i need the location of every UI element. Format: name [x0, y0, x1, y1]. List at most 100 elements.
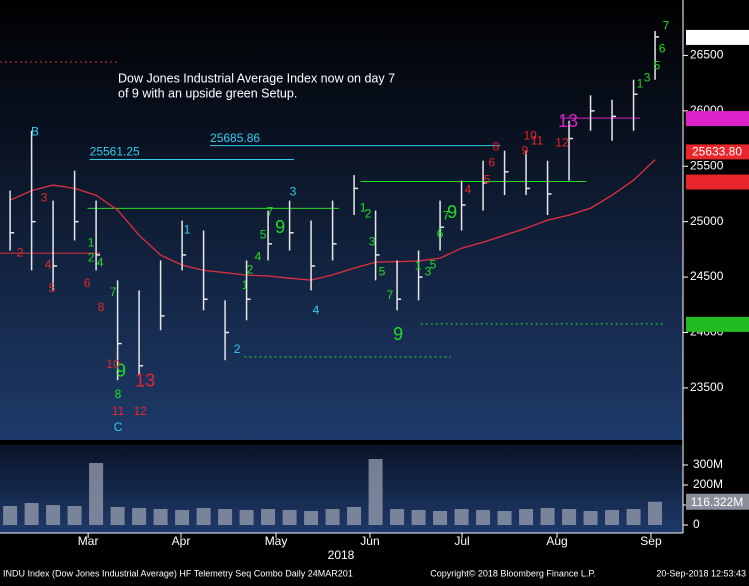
setup-label: 1 — [637, 77, 644, 91]
setup-label: 5 — [379, 264, 386, 278]
setup-label: 8 — [98, 300, 105, 314]
price-tag-label: 25633.80 — [692, 145, 742, 159]
setup-label: 12 — [555, 135, 569, 149]
setup-label: 1 — [184, 222, 191, 236]
x-tick-label: Jul — [454, 534, 469, 548]
volume-bar — [497, 511, 512, 525]
setup-label: 7 — [110, 285, 117, 299]
volume-bar — [239, 510, 254, 525]
setup-label: 4 — [255, 249, 262, 263]
volume-bar — [24, 503, 39, 525]
setup-label: 6 — [659, 42, 666, 56]
level-label: 25561.25 — [90, 145, 140, 159]
volume-bar — [648, 501, 663, 525]
setup-label: 13 — [135, 371, 155, 391]
setup-label: 7 — [387, 288, 394, 302]
volume-tag — [686, 493, 749, 510]
setup-label: 2 — [17, 245, 24, 259]
setup-label: 2 — [234, 342, 241, 356]
x-tick-label: Apr — [172, 534, 191, 548]
setup-label: 12 — [133, 404, 147, 418]
setup-label: 3 — [369, 234, 376, 248]
price-panel — [0, 0, 683, 440]
level-label: 25685.86 — [210, 131, 260, 145]
volume-bar — [605, 510, 620, 525]
volume-tick-label: 0 — [693, 517, 700, 531]
volume-bar — [347, 507, 362, 525]
setup-label: 11 — [531, 133, 544, 147]
setup-label: 4 — [465, 182, 472, 196]
price-tag — [686, 111, 749, 127]
setup-label: 4 — [313, 303, 320, 317]
setup-label: 3 — [425, 264, 432, 278]
volume-bar — [46, 505, 61, 525]
setup-label: 9 — [522, 143, 529, 157]
y-tick-label: 24500 — [690, 269, 724, 283]
volume-bar — [282, 510, 297, 525]
volume-bar — [153, 509, 168, 525]
setup-label: C — [114, 420, 123, 434]
volume-bar — [540, 508, 555, 525]
setup-label: 10 — [106, 357, 120, 371]
volume-bar — [3, 506, 18, 525]
setup-label: 1 — [242, 278, 249, 292]
footer-left: INDU Index (Dow Jones Industrial Average… — [3, 568, 353, 578]
setup-label: 7 — [443, 208, 450, 222]
note-line: Dow Jones Industrial Average Index now o… — [118, 71, 395, 85]
volume-bar — [89, 463, 104, 525]
y-tick-label: 25000 — [690, 214, 724, 228]
volume-bar — [476, 510, 491, 525]
volume-bar — [562, 509, 577, 525]
setup-label: 8 — [493, 139, 500, 153]
y-tick-label: 26500 — [690, 48, 724, 62]
footer-right: 20-Sep-2018 12:53:43 — [656, 568, 746, 578]
volume-tag-label: 116.322M — [691, 495, 743, 509]
setup-label: B — [31, 125, 39, 139]
setup-label: 9 — [447, 202, 457, 222]
setup-label: 4 — [97, 255, 104, 269]
setup-label: 11 — [112, 404, 125, 418]
volume-bar — [175, 510, 190, 525]
y-tick-label: 23500 — [690, 380, 724, 394]
price-tag — [686, 174, 749, 190]
setup-label: 9 — [116, 361, 126, 381]
volume-bar — [583, 511, 598, 525]
price-tag — [686, 144, 749, 160]
setup-label: 5 — [49, 281, 56, 295]
setup-label: 1 — [415, 258, 422, 272]
setup-label: 1 — [360, 200, 367, 214]
setup-label: 9 — [393, 324, 403, 344]
x-tick-label: Sep — [640, 534, 662, 548]
volume-bar — [390, 509, 405, 525]
moving-average — [9, 159, 656, 281]
volume-bar — [454, 509, 469, 525]
x-tick-label: Mar — [78, 534, 99, 548]
setup-label: 8 — [115, 387, 122, 401]
volume-bar — [261, 509, 276, 525]
setup-label: 6 — [437, 226, 444, 240]
setup-label: 5 — [260, 227, 267, 241]
x-tick-label: Aug — [546, 534, 567, 548]
setup-label: 5 — [430, 257, 437, 271]
setup-label: 1 — [88, 235, 95, 249]
setup-label: 10 — [523, 128, 537, 142]
setup-label: 3 — [290, 184, 297, 198]
note-line: of 9 with an upside green Setup. — [118, 86, 297, 100]
volume-bar — [411, 510, 426, 525]
setup-label: 13 — [558, 111, 578, 131]
volume-bar — [519, 509, 534, 525]
setup-label: 7 — [663, 19, 670, 33]
setup-label: 2 — [88, 250, 95, 264]
footer-center: Copyright© 2018 Bloomberg Finance L.P. — [430, 568, 596, 578]
volume-bar — [304, 511, 319, 525]
setup-label: 5 — [654, 59, 661, 73]
setup-label: 4 — [45, 257, 52, 271]
setup-label: 9 — [275, 217, 285, 237]
setup-label: 6 — [84, 276, 91, 290]
setup-label: 7 — [267, 204, 274, 218]
volume-bar — [67, 506, 82, 525]
volume-bar — [196, 508, 211, 525]
volume-bar — [132, 508, 147, 525]
volume-tick-label: 200M — [693, 477, 723, 491]
